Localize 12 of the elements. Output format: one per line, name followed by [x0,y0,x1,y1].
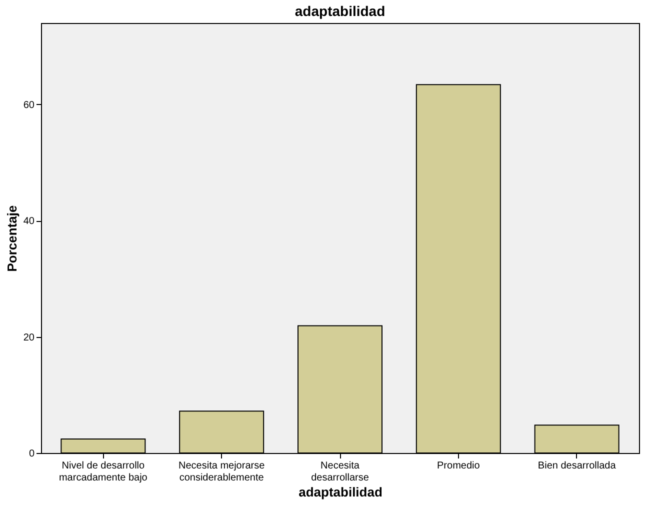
y-tick-label: 20 [23,332,35,344]
x-tick-label: Necesita desarrollarse [311,460,370,484]
x-tick-label: Nivel de desarrollo marcadamente bajo [58,460,148,484]
x-axis-title: adaptabilidad [298,484,382,500]
y-tick-label: 0 [28,448,35,460]
x-tick-label: Bien desarrollada [538,460,616,472]
y-axis-title: Porcentaje [4,205,20,272]
chart-title: adaptabilidad [294,3,386,19]
y-tick-label: 40 [23,216,35,228]
x-tick-label: Promedio [437,460,480,472]
x-tick-label: Necesita mejorarse considerablemente [178,460,266,484]
y-tick-label: 60 [23,100,35,111]
